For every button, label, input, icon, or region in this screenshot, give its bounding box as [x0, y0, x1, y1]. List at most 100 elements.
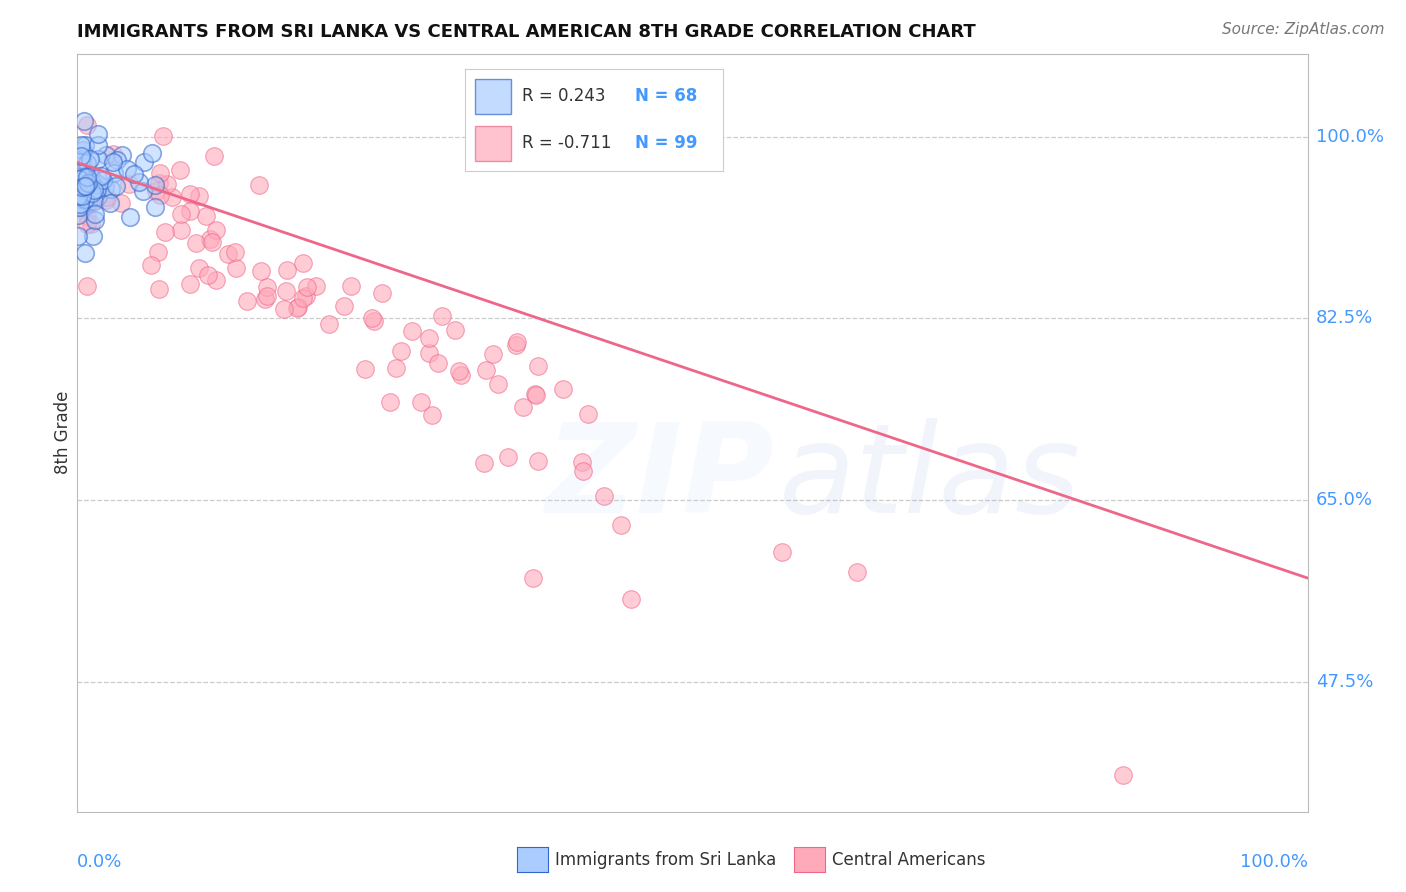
Point	[67, 189, 90, 203]
Point	[76, 169, 98, 184]
Point	[235, 293, 257, 308]
Point	[204, 273, 226, 287]
Point	[620, 591, 643, 606]
Point	[132, 154, 155, 169]
Text: IMMIGRANTS FROM SRI LANKA VS CENTRAL AMERICAN 8TH GRADE CORRELATION CHART: IMMIGRANTS FROM SRI LANKA VS CENTRAL AME…	[77, 23, 976, 41]
Point	[122, 167, 145, 181]
Point	[378, 394, 401, 409]
Point	[79, 168, 101, 182]
Point	[474, 362, 496, 376]
Point	[770, 544, 793, 558]
Point	[75, 178, 97, 193]
Point	[295, 280, 318, 294]
Point	[153, 225, 176, 239]
Point	[67, 172, 90, 186]
Point	[305, 278, 328, 293]
Point	[295, 288, 318, 302]
Point	[152, 129, 174, 144]
Point	[292, 256, 315, 270]
Point	[69, 196, 91, 211]
Point	[450, 368, 472, 383]
Point	[522, 571, 544, 585]
Point	[83, 213, 105, 227]
Point	[76, 209, 98, 223]
Point	[273, 302, 295, 317]
Point	[73, 178, 96, 193]
Point	[73, 201, 96, 215]
Point	[256, 279, 278, 293]
Point	[73, 114, 96, 128]
Point	[70, 180, 93, 194]
Point	[70, 186, 93, 201]
Point	[110, 195, 132, 210]
Point	[420, 408, 443, 422]
Point	[571, 455, 593, 469]
Point	[361, 310, 384, 325]
Point	[70, 189, 93, 203]
Point	[224, 245, 246, 260]
Point	[285, 301, 308, 316]
Point	[69, 149, 91, 163]
Point	[426, 356, 449, 370]
Point	[69, 137, 91, 152]
Point	[103, 166, 125, 180]
Point	[148, 176, 170, 190]
Point	[77, 176, 100, 190]
Point	[592, 489, 614, 503]
Point	[146, 245, 169, 260]
Point	[141, 145, 163, 160]
Point	[67, 169, 90, 184]
Text: atlas: atlas	[779, 417, 1081, 539]
Point	[96, 190, 118, 204]
Point	[225, 261, 247, 276]
Point	[363, 314, 385, 328]
Point	[70, 180, 93, 194]
Point	[72, 176, 94, 190]
Point	[67, 228, 90, 243]
Point	[83, 207, 105, 221]
Point	[274, 285, 297, 299]
Point	[100, 182, 122, 196]
Point	[318, 317, 340, 331]
Point	[139, 258, 162, 272]
Point	[72, 143, 94, 157]
Point	[143, 200, 166, 214]
Point	[179, 204, 201, 219]
Text: ZIP: ZIP	[546, 417, 773, 539]
Point	[430, 309, 453, 323]
Point	[418, 330, 440, 344]
Point	[73, 246, 96, 260]
Point	[482, 347, 505, 361]
Point	[205, 223, 228, 237]
Point	[527, 359, 550, 373]
Point	[276, 262, 298, 277]
Point	[496, 450, 519, 464]
Text: Central Americans: Central Americans	[832, 851, 986, 869]
Point	[90, 169, 112, 183]
Point	[217, 247, 239, 261]
Point	[96, 148, 118, 162]
Point	[505, 335, 527, 350]
Point	[247, 178, 270, 193]
Point	[76, 118, 98, 132]
Point	[610, 518, 633, 533]
Point	[70, 200, 93, 214]
Point	[401, 324, 423, 338]
Point	[70, 192, 93, 206]
Point	[76, 195, 98, 210]
Point	[86, 128, 108, 142]
Point	[115, 162, 138, 177]
Point	[385, 360, 408, 375]
Point	[553, 382, 575, 396]
Point	[200, 232, 222, 246]
Point	[354, 362, 377, 376]
Point	[149, 166, 172, 180]
Text: 47.5%: 47.5%	[1316, 673, 1374, 691]
Point	[527, 453, 550, 467]
Point	[100, 195, 122, 210]
Point	[444, 323, 467, 337]
Point	[87, 137, 110, 152]
Point	[389, 344, 412, 359]
Point	[187, 189, 209, 203]
Point	[91, 173, 114, 187]
